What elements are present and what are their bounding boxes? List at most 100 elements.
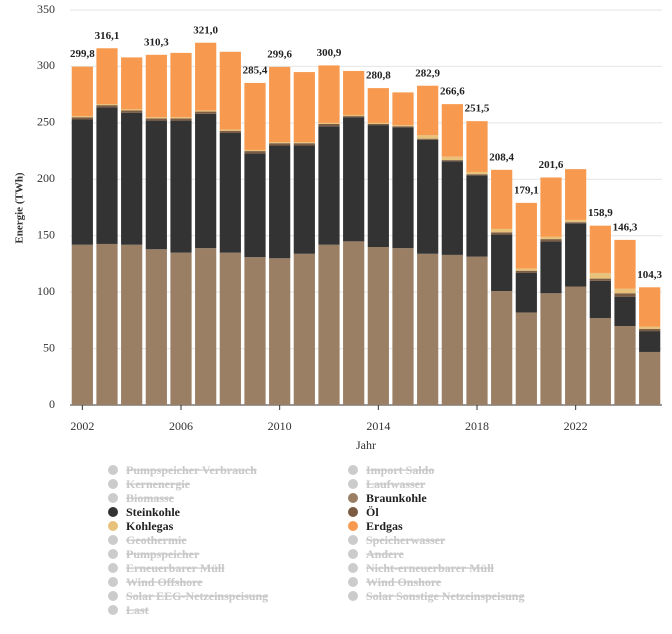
legend-label[interactable]: Solar EEG-Netzeinspeisung [126,589,268,603]
legend-marker[interactable] [348,465,358,475]
legend-marker[interactable] [108,493,118,503]
legend-marker[interactable] [108,465,118,475]
bar-segment [145,120,167,250]
legend-label[interactable]: Laufwasser [366,477,426,491]
legend-label[interactable]: Nicht-erneuerbarer Müll [366,561,495,575]
y-tick-label: 250 [37,115,55,129]
total-label: 208,4 [489,151,514,163]
bar-segment [491,234,513,292]
legend-marker[interactable] [108,521,118,531]
legend-label[interactable]: Wind Onshore [366,575,442,589]
legend-label[interactable]: Andere [366,547,404,561]
legend-label[interactable]: Import Saldo [366,463,434,477]
legend-label[interactable]: Geothermie [126,533,187,547]
legend-marker[interactable] [108,605,118,615]
bar-segment [219,252,241,405]
legend-label[interactable]: Biomasse [126,491,175,505]
bar-segment [121,244,143,405]
bar-segment [589,280,611,319]
bar-segment [441,104,463,157]
bar-segment [466,121,488,172]
legend-label[interactable]: Last [126,603,149,617]
total-label: 285,4 [243,64,268,76]
legend-label[interactable]: Braunkohle [366,491,427,505]
total-label: 316,1 [95,30,120,42]
legend-marker[interactable] [108,577,118,587]
legend-marker[interactable] [108,549,118,559]
legend-marker[interactable] [108,591,118,601]
legend-marker[interactable] [108,507,118,517]
bar-segment [565,223,587,287]
legend-label[interactable]: Steinkohle [126,505,181,519]
bar-segment [244,151,266,154]
bar-segment [318,123,340,127]
bar-segment [614,293,636,297]
legend-marker[interactable] [108,535,118,545]
bar-segment [491,228,513,233]
bar-segment [269,142,291,144]
bar-segment [121,112,143,245]
legend-label[interactable]: Wind Offshore [126,575,203,589]
bar-segment [121,57,143,110]
legend-marker[interactable] [348,507,358,517]
total-label: 146,3 [613,221,638,233]
legend-marker[interactable] [348,493,358,503]
bar-segment [318,122,340,124]
bar-segment [195,42,217,111]
total-label: 280,8 [366,70,391,82]
bar-segment [565,169,587,220]
legend-label[interactable]: Kernenergie [126,477,191,491]
legend-label[interactable]: Erneuerbarer Müll [126,561,225,575]
bar-segment [589,278,611,281]
bar-segment [244,149,266,152]
bar-segment [71,117,93,120]
legend-marker[interactable] [348,479,358,489]
bar-segment [96,105,118,108]
legend-label[interactable]: Pumpspeicher Verbrauch [126,463,257,477]
bar-segment [589,318,611,405]
legend-label[interactable]: Öl [366,505,379,519]
bar-segment [540,177,562,237]
legend-marker[interactable] [348,577,358,587]
bar-segment [540,236,562,240]
legend-label[interactable]: Solar Sonstige Netzeinspeisung [366,589,524,603]
legend-label[interactable]: Pumpspeicher [126,547,200,561]
bar-segment [441,156,463,161]
legend-marker[interactable] [348,591,358,601]
total-label: 179,1 [514,184,539,196]
total-label: 282,9 [415,67,440,79]
bar-segment [219,129,241,131]
bar-segment [170,252,192,405]
legend-label[interactable]: Speicherwasser [366,533,446,547]
bar-segment [244,257,266,405]
legend-marker[interactable] [348,521,358,531]
bar-segment [219,133,241,253]
bar-segment [293,253,315,405]
legend-marker[interactable] [108,479,118,489]
legend-label[interactable]: Kohlegas [126,519,174,533]
total-label: 300,9 [317,47,342,59]
bar-segment [293,145,315,254]
bar-segment [343,117,365,242]
total-label: 299,8 [70,48,95,60]
legend-marker[interactable] [108,563,118,573]
bar-segment [466,175,488,257]
bar-segment [293,142,315,144]
bar-segment [392,248,414,405]
bar-segment [343,114,365,117]
bar-segment [466,256,488,405]
bar-segment [639,326,661,329]
bar-segment [121,109,143,111]
legend-marker[interactable] [348,549,358,559]
legend-marker[interactable] [348,563,358,573]
x-tick-label: 2006 [169,419,193,433]
bar-segment [392,127,414,249]
bar-segment [392,92,414,126]
total-label: 310,3 [144,36,169,48]
bar-segment [367,125,389,247]
legend-marker[interactable] [348,535,358,545]
legend-label[interactable]: Erdgas [366,519,403,533]
bar-segment [121,110,143,113]
total-label: 201,6 [539,159,564,171]
bar-segment [515,312,537,405]
